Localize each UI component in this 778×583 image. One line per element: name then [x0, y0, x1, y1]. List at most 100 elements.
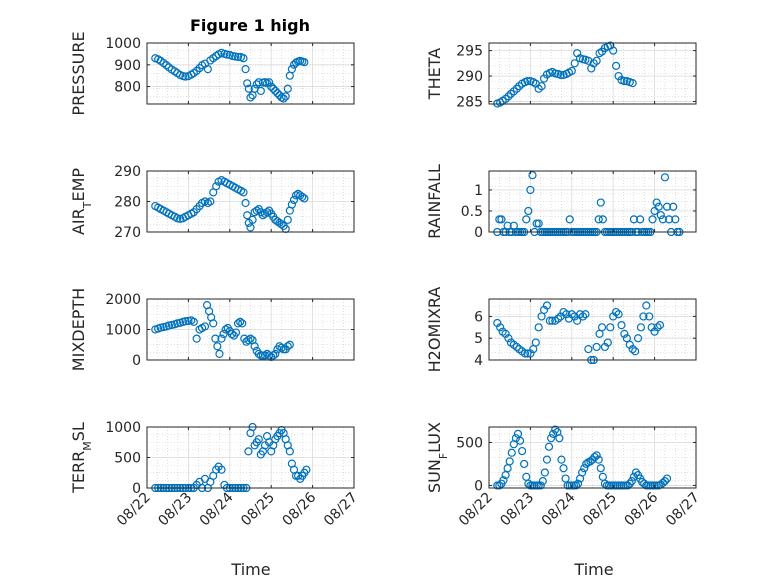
data-point: [298, 192, 307, 202]
y-axis-title: THETA: [425, 48, 444, 100]
subplot-air-temp: 270 280 290 AIRTEMP: [69, 164, 355, 241]
data-point: [631, 468, 641, 477]
data-point: [522, 472, 531, 481]
y-tick-label: 900: [114, 58, 141, 74]
x-axis-title-right: Time: [573, 560, 613, 579]
data-point: [656, 211, 665, 220]
data-point: [534, 219, 543, 228]
subplot-mixdepth: 0 1000 2000 MIXDEPTH: [69, 288, 355, 371]
y-tick-label: 500: [456, 435, 483, 451]
data-point: [524, 206, 533, 216]
data-point: [562, 310, 571, 319]
data-series: [493, 41, 637, 108]
data-point: [522, 215, 531, 224]
y-tick-label: 2000: [105, 292, 141, 308]
data-point: [603, 338, 612, 347]
y-tick-label: 800: [114, 80, 141, 96]
x-tick-label: 08/24: [197, 489, 237, 529]
data-point: [504, 92, 513, 101]
data-point: [642, 301, 651, 310]
data-point: [628, 79, 637, 88]
data-point: [262, 208, 272, 217]
subplot-pressure: 800 900 1000 PRESSURE: [69, 31, 355, 116]
y-axis-title: RAINFALL: [425, 164, 444, 239]
data-point: [243, 79, 252, 88]
data-point: [200, 322, 210, 331]
data-point: [559, 464, 568, 473]
data-point: [256, 86, 265, 96]
data-point: [504, 334, 513, 343]
data-point: [162, 61, 171, 70]
data-point: [287, 200, 296, 209]
data-point: [658, 478, 667, 487]
data-point: [664, 215, 674, 224]
data-point: [267, 82, 276, 91]
y-axis-title: SUNFLUX: [425, 422, 450, 493]
data-point: [246, 93, 255, 102]
data-point: [645, 312, 654, 321]
data-point: [587, 64, 596, 73]
data-series: [493, 301, 665, 364]
data-point: [537, 82, 546, 91]
data-point: [549, 429, 558, 438]
data-point: [660, 173, 670, 182]
data-point: [170, 67, 179, 76]
x-tick-label: 08/23: [497, 490, 537, 530]
data-point: [557, 455, 566, 464]
axes-box: [488, 298, 697, 361]
data-point: [662, 202, 672, 211]
y-tick-label: 0: [474, 478, 483, 494]
data-point: [250, 342, 259, 351]
data-point: [287, 65, 296, 74]
y-tick-label: 5: [474, 331, 483, 347]
data-point: [300, 58, 309, 67]
data-point: [609, 46, 618, 55]
data-point: [507, 448, 516, 457]
data-point: [534, 323, 543, 332]
data-point: [252, 206, 261, 215]
data-point: [611, 307, 621, 317]
data-point: [623, 481, 632, 490]
y-tick-label: 500: [114, 451, 141, 467]
data-point: [669, 202, 678, 211]
data-point: [617, 321, 626, 330]
data-point: [578, 468, 587, 477]
subplot-theta: 285 290 295 THETA: [425, 41, 697, 110]
data-point: [596, 198, 605, 207]
data-point: [561, 474, 570, 483]
data-point: [189, 317, 198, 326]
data-point: [203, 65, 212, 74]
y-tick-label: 295: [456, 44, 483, 60]
y-tick-label: 290: [456, 69, 483, 85]
axes-box: [488, 42, 697, 105]
data-point: [503, 464, 512, 473]
data-point: [496, 323, 505, 332]
data-point: [181, 72, 190, 81]
data-point: [269, 351, 278, 360]
x-tick-label: 08/26: [280, 489, 320, 529]
data-point: [213, 342, 222, 351]
data-point: [221, 325, 230, 334]
x-tick-label: 08/25: [580, 490, 620, 530]
figure-title: Figure 1 high: [190, 16, 310, 35]
data-point: [283, 84, 292, 93]
data-point: [570, 312, 579, 321]
data-point: [590, 452, 599, 462]
data-point: [627, 477, 636, 486]
y-tick-label: 285: [456, 94, 483, 110]
data-point: [594, 215, 603, 224]
data-point: [211, 334, 220, 343]
data-point: [545, 316, 554, 325]
data-point: [206, 197, 215, 206]
data-point: [636, 323, 646, 332]
data-point: [614, 310, 623, 319]
data-point: [236, 317, 245, 326]
data-point: [573, 316, 582, 325]
data-point: [192, 334, 201, 343]
data-point: [238, 319, 247, 328]
data-point: [594, 455, 603, 464]
data-point: [217, 465, 226, 474]
y-axis-title: H2OMIXRA: [425, 287, 444, 373]
data-point: [536, 481, 545, 490]
